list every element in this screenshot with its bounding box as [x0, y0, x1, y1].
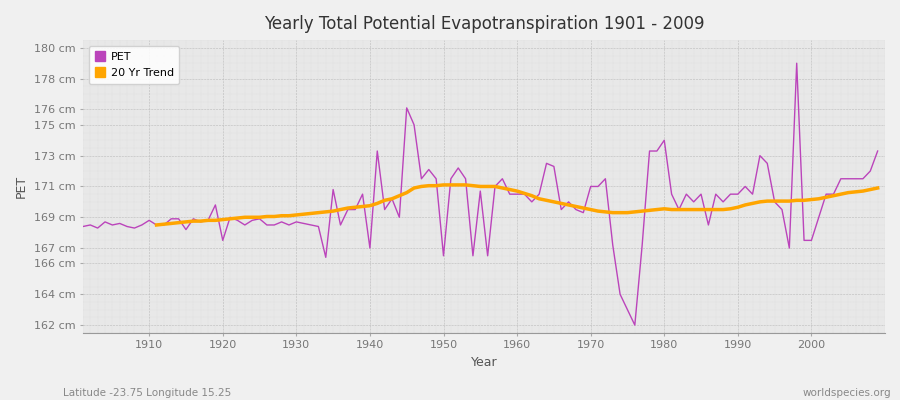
- Title: Yearly Total Potential Evapotranspiration 1901 - 2009: Yearly Total Potential Evapotranspiratio…: [264, 15, 704, 33]
- Y-axis label: PET: PET: [15, 175, 28, 198]
- Legend: PET, 20 Yr Trend: PET, 20 Yr Trend: [88, 46, 179, 84]
- X-axis label: Year: Year: [471, 356, 498, 369]
- Text: Latitude -23.75 Longitude 15.25: Latitude -23.75 Longitude 15.25: [63, 388, 231, 398]
- Text: worldspecies.org: worldspecies.org: [803, 388, 891, 398]
